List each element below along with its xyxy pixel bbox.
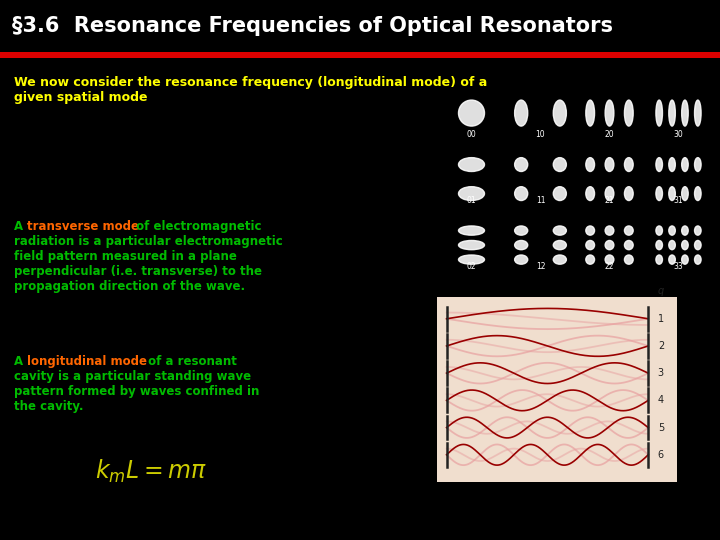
Ellipse shape (695, 255, 701, 264)
Ellipse shape (586, 187, 595, 200)
Ellipse shape (553, 240, 567, 249)
Ellipse shape (669, 240, 675, 249)
Ellipse shape (669, 255, 675, 264)
Ellipse shape (669, 226, 675, 235)
Ellipse shape (459, 226, 485, 235)
Text: 3: 3 (658, 368, 664, 378)
Ellipse shape (553, 255, 567, 264)
Ellipse shape (669, 158, 675, 172)
Ellipse shape (669, 100, 675, 126)
Ellipse shape (669, 187, 675, 200)
Ellipse shape (459, 158, 485, 172)
Ellipse shape (695, 187, 701, 200)
Ellipse shape (553, 226, 567, 235)
Text: propagation direction of the wave.: propagation direction of the wave. (14, 280, 245, 293)
Text: transverse mode: transverse mode (27, 220, 139, 233)
Text: $k_m L = m\pi$: $k_m L = m\pi$ (95, 458, 207, 485)
Ellipse shape (586, 255, 595, 264)
Ellipse shape (553, 187, 567, 200)
Ellipse shape (682, 255, 688, 264)
Ellipse shape (682, 100, 688, 126)
Text: 30: 30 (674, 131, 683, 139)
Ellipse shape (695, 240, 701, 249)
Ellipse shape (459, 255, 485, 264)
Text: §3.6  Resonance Frequencies of Optical Resonators: §3.6 Resonance Frequencies of Optical Re… (12, 16, 613, 36)
Ellipse shape (695, 226, 701, 235)
Bar (0, 52, 720, 58)
Text: q: q (658, 286, 664, 295)
Text: A: A (14, 355, 27, 368)
Ellipse shape (624, 100, 633, 126)
Ellipse shape (605, 226, 614, 235)
Ellipse shape (515, 158, 528, 172)
Ellipse shape (586, 158, 595, 172)
Text: the cavity.: the cavity. (14, 400, 84, 413)
Ellipse shape (624, 255, 633, 264)
Text: 00: 00 (467, 131, 477, 139)
Ellipse shape (656, 158, 662, 172)
Ellipse shape (682, 240, 688, 249)
Ellipse shape (515, 255, 528, 264)
Text: A: A (14, 220, 27, 233)
Text: longitudinal mode: longitudinal mode (27, 355, 147, 368)
Ellipse shape (624, 226, 633, 235)
Ellipse shape (553, 100, 567, 126)
Ellipse shape (682, 226, 688, 235)
Text: of electromagnetic: of electromagnetic (132, 220, 261, 233)
Text: perpendicular (i.e. transverse) to the: perpendicular (i.e. transverse) to the (14, 265, 262, 278)
Ellipse shape (656, 240, 662, 249)
Ellipse shape (656, 255, 662, 264)
Text: 22: 22 (605, 262, 614, 272)
Ellipse shape (656, 187, 662, 200)
Ellipse shape (695, 158, 701, 172)
Ellipse shape (605, 255, 614, 264)
Ellipse shape (515, 100, 528, 126)
Ellipse shape (624, 240, 633, 249)
Ellipse shape (695, 100, 701, 126)
Ellipse shape (656, 226, 662, 235)
Ellipse shape (682, 187, 688, 200)
Text: of a resonant: of a resonant (144, 355, 237, 368)
Ellipse shape (586, 226, 595, 235)
Ellipse shape (586, 100, 595, 126)
Ellipse shape (459, 187, 485, 200)
Text: cavity is a particular standing wave: cavity is a particular standing wave (14, 370, 251, 383)
Ellipse shape (605, 158, 614, 172)
Ellipse shape (605, 187, 614, 200)
Ellipse shape (459, 240, 485, 249)
Text: We now consider the resonance frequency (longitudinal mode) of a: We now consider the resonance frequency … (14, 76, 487, 89)
Bar (437, 297, 677, 482)
Ellipse shape (624, 187, 633, 200)
Text: 02: 02 (467, 262, 477, 272)
Ellipse shape (553, 158, 567, 172)
Text: 33: 33 (674, 262, 683, 272)
Ellipse shape (515, 240, 528, 249)
Ellipse shape (459, 100, 485, 126)
Text: 21: 21 (605, 197, 614, 206)
Text: 4: 4 (658, 395, 664, 406)
Ellipse shape (656, 100, 662, 126)
Text: field pattern measured in a plane: field pattern measured in a plane (14, 250, 237, 263)
Text: 11: 11 (536, 197, 545, 206)
Text: 01: 01 (467, 197, 477, 206)
Bar (0, 0, 720, 52)
Text: radiation is a particular electromagnetic: radiation is a particular electromagneti… (14, 235, 283, 248)
Ellipse shape (682, 158, 688, 172)
Text: 20: 20 (605, 131, 614, 139)
Text: 5: 5 (658, 423, 664, 433)
Text: 1: 1 (658, 314, 664, 324)
Text: pattern formed by waves confined in: pattern formed by waves confined in (14, 385, 259, 398)
Text: 2: 2 (658, 341, 664, 351)
Ellipse shape (515, 187, 528, 200)
Ellipse shape (586, 240, 595, 249)
Text: given spatial mode: given spatial mode (14, 91, 148, 104)
Ellipse shape (605, 240, 614, 249)
Text: 6: 6 (658, 450, 664, 460)
Text: 31: 31 (674, 197, 683, 206)
Ellipse shape (515, 226, 528, 235)
Ellipse shape (624, 158, 633, 172)
Text: 10: 10 (536, 131, 545, 139)
Ellipse shape (605, 100, 614, 126)
Text: 12: 12 (536, 262, 545, 272)
